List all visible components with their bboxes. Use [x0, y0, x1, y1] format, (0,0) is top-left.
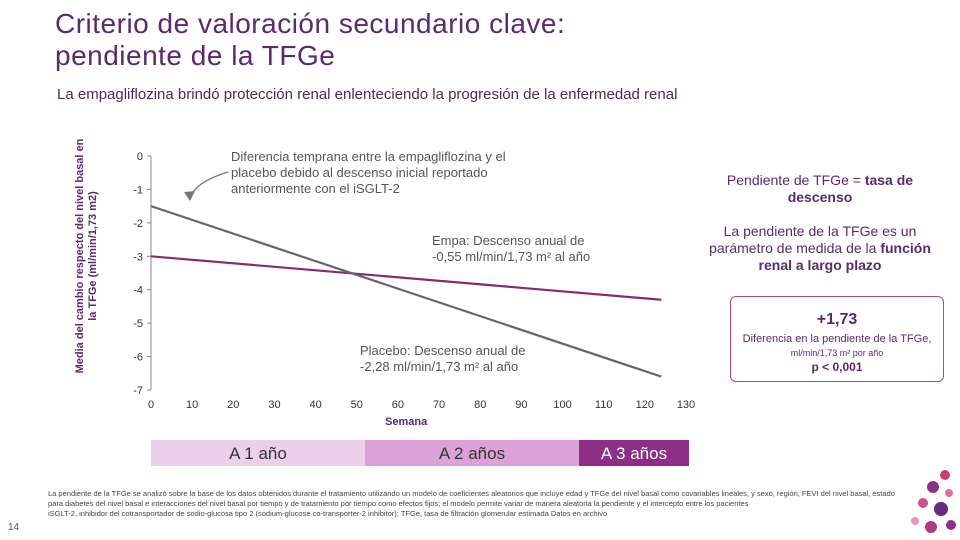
result-description: Diferencia en la pendiente de la TFGe, — [742, 333, 932, 345]
y-tick-label: -4 — [133, 285, 143, 297]
x-tick-label: 50 — [351, 399, 363, 411]
x-tick-label: 60 — [392, 399, 404, 411]
title-line-1: Criterio de valoración secundario clave: — [55, 8, 566, 39]
x-tick-label: 10 — [186, 399, 198, 411]
result-box: +1,73 Diferencia en la pendiente de la T… — [730, 296, 944, 382]
y-tick-label: -2 — [133, 218, 143, 230]
page-number: 14 — [8, 522, 20, 533]
x-tick-label: 20 — [227, 399, 239, 411]
annotation-arrow-head — [184, 191, 195, 201]
slope-parameter-note: La pendiente de la TFGe es un parámetro … — [700, 223, 940, 274]
footnote-line-2: iSGLT-2, inhibidor del cotransportador d… — [48, 509, 608, 518]
result-units: ml/min/1,73 m² por año — [790, 348, 884, 358]
y-tick-label: -1 — [133, 184, 143, 196]
slope-definition-emphasis: tasa de descenso — [787, 172, 914, 205]
x-tick-label: 40 — [309, 399, 321, 411]
x-tick-label: 80 — [474, 399, 486, 411]
placebo-annotation: Placebo: Descenso anual de -2,28 ml/min/… — [360, 343, 526, 375]
result-p-value: p < 0,001 — [811, 360, 863, 374]
empa-series-line — [150, 255, 662, 301]
y-tick-label: 0 — [137, 151, 143, 163]
result-value: +1,73 — [816, 311, 858, 328]
y-tick-label: -5 — [133, 318, 143, 330]
empa-annotation-line-2: -0,55 ml/min/1,73 m² al año — [432, 249, 591, 264]
empa-annotation-line-1: Empa: Descenso anual de — [432, 233, 585, 248]
period-year-1: A 1 año — [151, 440, 365, 466]
x-tick-label: 0 — [148, 399, 154, 411]
footnote: La pendiente de la TFGe se analizó sobre… — [48, 489, 908, 519]
decorative-dots-icon — [911, 470, 956, 533]
x-tick-label: 100 — [553, 399, 571, 411]
empa-annotation: Empa: Descenso anual de -0,55 ml/min/1,7… — [432, 233, 590, 265]
slope-definition: Pendiente de TFGe = tasa de descenso — [700, 172, 940, 206]
early-difference-annotation: Diferencia temprana entre la empaglifloz… — [231, 149, 506, 197]
y-tick-label: -6 — [133, 352, 143, 364]
period-year-2: A 2 años — [365, 440, 579, 466]
x-axis-label: Semana — [385, 416, 428, 428]
slope-definition-lead: Pendiente de TFGe = — [726, 172, 865, 188]
title-line-2: pendiente de la TFGe — [55, 40, 336, 71]
placebo-series-line — [150, 205, 662, 378]
early-annotation-line-3: anteriormente con el iSGLT-2 — [231, 181, 400, 196]
early-annotation-line-2: placebo debido al descenso inicial repor… — [231, 165, 488, 180]
page-subtitle: La empagliflozina brindó protección rena… — [57, 86, 678, 103]
x-tick-label: 120 — [636, 399, 654, 411]
y-tick-label: -7 — [133, 385, 143, 397]
x-tick-label: 110 — [595, 399, 613, 411]
x-tick-label: 130 — [677, 399, 695, 411]
footnote-line-1: La pendiente de la TFGe se analizó sobre… — [48, 489, 895, 508]
page-title: Criterio de valoración secundario clave:… — [55, 8, 565, 72]
y-tick-label: -3 — [133, 251, 143, 263]
annotation-arrow — [189, 171, 229, 199]
x-tick-label: 90 — [515, 399, 527, 411]
placebo-annotation-line-2: -2,28 ml/min/1,73 m² al año — [360, 359, 519, 374]
placebo-annotation-line-1: Placebo: Descenso anual de — [360, 343, 526, 358]
period-year-3: A 3 años — [579, 440, 689, 466]
x-tick-label: 70 — [433, 399, 445, 411]
early-annotation-line-1: Diferencia temprana entre la empaglifloz… — [231, 149, 506, 164]
x-tick-label: 30 — [268, 399, 280, 411]
slope-parameter-lead: La pendiente de la TFGe es un parámetro … — [709, 223, 917, 256]
slope-parameter-emphasis: función renal a largo plazo — [758, 240, 931, 273]
